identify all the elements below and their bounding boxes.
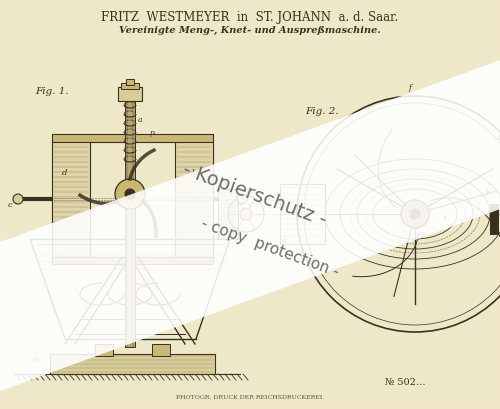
Circle shape [240,209,252,220]
Bar [218,189,238,239]
Bar [95,344,113,356]
Text: b: b [192,169,196,177]
Text: e: e [283,236,287,245]
Text: φ: φ [130,193,134,200]
Text: - Kopierschutz -: - Kopierschutz - [180,160,330,229]
Circle shape [410,209,420,220]
Text: p: p [150,129,154,137]
Circle shape [115,180,145,209]
Text: Fig. 2.: Fig. 2. [305,107,338,116]
Bar [118,88,142,102]
Circle shape [401,200,429,229]
Bar [175,139,213,259]
Text: d: d [62,169,68,177]
Bar [280,184,325,245]
Text: k: k [486,189,490,196]
Bar [52,135,213,143]
Circle shape [13,195,23,204]
Text: n: n [222,179,228,187]
Text: c: c [8,200,12,209]
Text: h: h [134,298,139,306]
Text: e: e [248,200,252,209]
Bar [52,257,213,264]
Text: FRITZ  WESTMEYER  in  ST. JOHANN  a. d. Saar.: FRITZ WESTMEYER in ST. JOHANN a. d. Saar… [102,11,399,25]
Text: c: c [288,198,292,207]
Bar [52,139,90,259]
Text: - copy  protection -: - copy protection - [199,216,341,279]
Text: PHOTOGR. DRUCK DER REICHSDRUCKEREI.: PHOTOGR. DRUCK DER REICHSDRUCKEREI. [176,395,324,400]
Text: № 502…: № 502… [384,377,426,386]
Circle shape [125,189,135,200]
Text: d: d [304,213,310,221]
Bar [50,354,215,374]
Bar [121,84,139,90]
Bar [490,204,498,234]
Circle shape [237,195,247,204]
Bar [152,344,170,356]
Text: Fig. 1.: Fig. 1. [35,87,68,96]
Text: f: f [408,84,412,92]
Text: b: b [498,134,500,142]
Text: Vereinigte Meng-, Knet- und Auspreßmaschine.: Vereinigte Meng-, Knet- und Auspreßmasch… [119,25,381,34]
Polygon shape [0,52,500,391]
Bar [126,80,134,86]
Text: s: s [443,213,447,221]
Bar [125,100,135,347]
Text: N: N [32,355,38,363]
Text: a: a [138,116,142,124]
